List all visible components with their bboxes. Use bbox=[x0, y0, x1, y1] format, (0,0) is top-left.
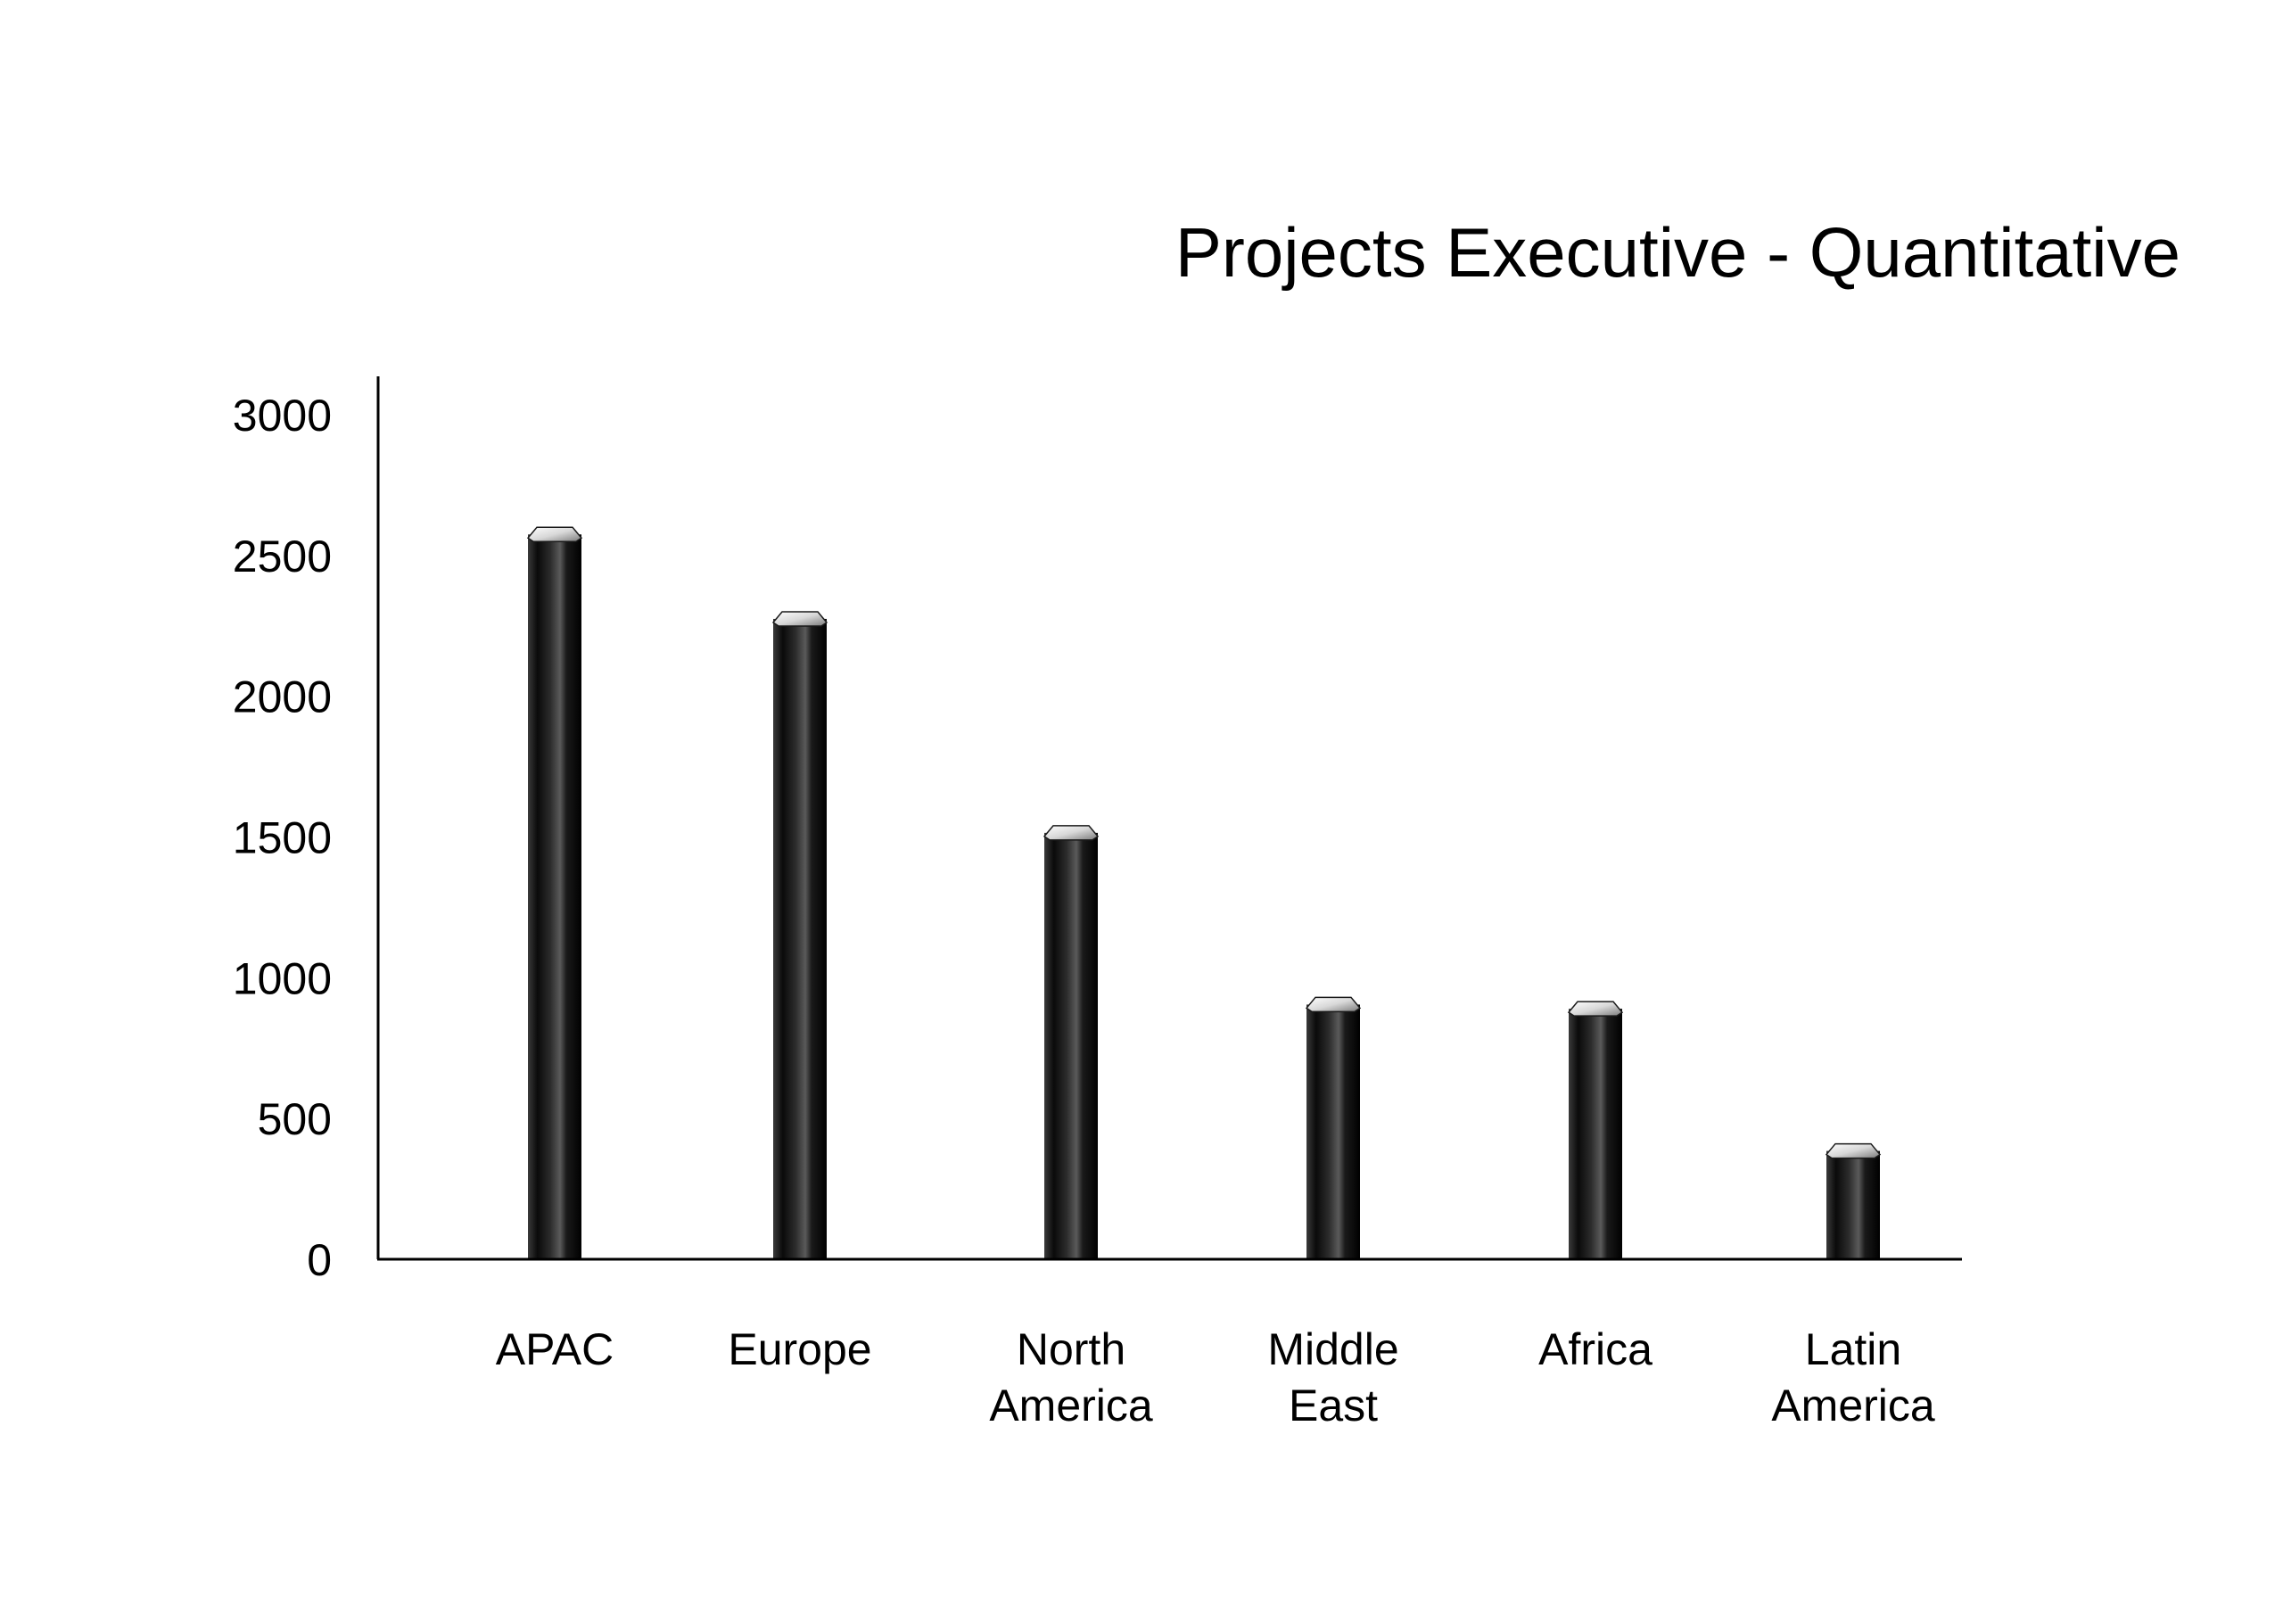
bar-body bbox=[1044, 832, 1098, 1259]
bar bbox=[1567, 1001, 1624, 1259]
bar-cap bbox=[1567, 1001, 1624, 1017]
y-tick-label: 3000 bbox=[233, 391, 332, 441]
bar bbox=[1305, 996, 1362, 1259]
y-tick-label: 500 bbox=[258, 1094, 332, 1144]
bar-cap bbox=[1305, 996, 1362, 1013]
bar bbox=[771, 611, 828, 1259]
bar-cap bbox=[1825, 1142, 1882, 1159]
chart-title: Projects Executive - Quantitative bbox=[1175, 213, 2180, 292]
y-tick-label: 1000 bbox=[233, 953, 332, 1003]
x-category-label: Africa bbox=[1538, 1324, 1652, 1374]
bar-body bbox=[528, 534, 581, 1259]
x-category-label-line: Latin bbox=[1805, 1324, 1901, 1374]
x-category-label: APAC bbox=[496, 1324, 614, 1374]
y-tick-label: 0 bbox=[307, 1235, 332, 1285]
bar-body bbox=[1826, 1150, 1880, 1259]
x-category-label-line: North bbox=[1017, 1324, 1125, 1374]
x-category-label-line: East bbox=[1289, 1381, 1378, 1430]
y-axis-ticks: 0 500 1000 1500 2000 2500 3000 bbox=[233, 391, 332, 1285]
y-tick-label: 1500 bbox=[233, 813, 332, 863]
x-category-label: Middle East bbox=[1267, 1324, 1398, 1430]
x-axis-labels: APAC Europe North America Middle East Africa La… bbox=[496, 1324, 1935, 1430]
x-category-label-line: Europe bbox=[728, 1324, 871, 1374]
bar-body bbox=[1569, 1009, 1622, 1259]
bars bbox=[526, 526, 1882, 1259]
bar bbox=[526, 526, 583, 1259]
bar-cap bbox=[771, 611, 828, 627]
bar bbox=[1043, 825, 1100, 1259]
x-category-label-line: Middle bbox=[1267, 1324, 1398, 1374]
bar-cap bbox=[526, 526, 583, 543]
x-category-label-line: Africa bbox=[1538, 1324, 1652, 1374]
y-tick-label: 2500 bbox=[233, 532, 332, 581]
x-category-label-line: America bbox=[1771, 1381, 1935, 1430]
bar bbox=[1825, 1142, 1882, 1259]
x-category-label-line: APAC bbox=[496, 1324, 614, 1374]
x-category-label-line: America bbox=[989, 1381, 1153, 1430]
x-category-label: Latin America bbox=[1771, 1324, 1935, 1430]
bar-body bbox=[1306, 1004, 1360, 1259]
y-tick-label: 2000 bbox=[233, 672, 332, 722]
x-category-label: Europe bbox=[728, 1324, 871, 1374]
bar-body bbox=[773, 618, 827, 1259]
bar-cap bbox=[1043, 825, 1100, 841]
x-category-label: North America bbox=[989, 1324, 1153, 1430]
